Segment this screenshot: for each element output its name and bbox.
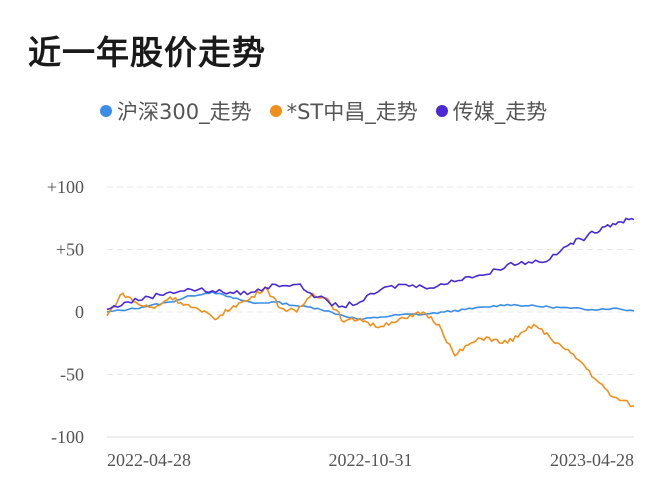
- series-line: [106, 217, 635, 311]
- x-tick-label: 2023-04-28: [550, 450, 634, 470]
- series-line: [106, 286, 635, 408]
- y-tick-label: -50: [60, 365, 84, 385]
- y-tick-label: +100: [47, 177, 84, 197]
- legend-dot-icon: [269, 105, 282, 117]
- legend-item-hs300[interactable]: 沪深300_走势: [100, 96, 252, 126]
- legend-label: 沪深300_走势: [117, 100, 252, 124]
- chart-title: 近一年股价走势: [28, 33, 266, 72]
- x-tick-label: 2022-04-28: [107, 450, 191, 470]
- y-tick-label: -100: [51, 427, 84, 447]
- chart-legend: 沪深300_走势 *ST中昌_走势 传媒_走势: [100, 96, 565, 126]
- y-tick-label: +50: [56, 240, 84, 260]
- legend-dot-icon: [435, 105, 448, 117]
- legend-label: *ST中昌_走势: [286, 100, 418, 124]
- x-tick-label: 2022-10-31: [329, 450, 413, 470]
- legend-item-st-zhongchang[interactable]: *ST中昌_走势: [269, 96, 418, 126]
- series-line: [106, 291, 635, 321]
- y-tick-label: 0: [75, 302, 84, 322]
- legend-label: 传媒_走势: [452, 100, 548, 124]
- legend-dot-icon: [100, 105, 112, 117]
- legend-item-media[interactable]: 传媒_走势: [435, 96, 548, 126]
